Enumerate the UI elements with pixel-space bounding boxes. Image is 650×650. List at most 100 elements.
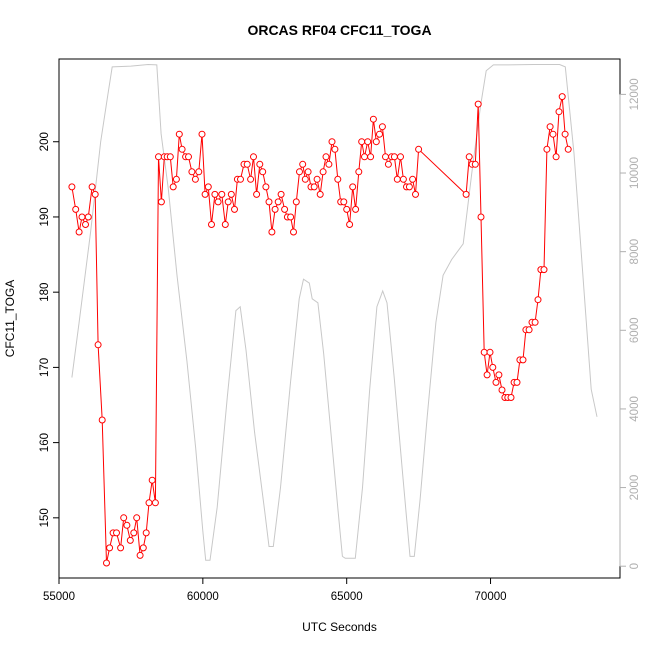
y2-tick-label: 6000 xyxy=(629,317,641,343)
cfc11-point xyxy=(281,205,289,213)
cfc11-point xyxy=(123,521,131,529)
cfc11-point xyxy=(390,153,398,161)
cfc11-point xyxy=(474,100,482,108)
cfc11-point xyxy=(88,183,96,191)
cfc11-point xyxy=(243,160,251,168)
x-axis: 55000 60000 65000 70000 xyxy=(43,577,507,603)
y2-tick-label: 12000 xyxy=(629,78,641,110)
cfc11-point xyxy=(120,514,128,522)
cfc11-point xyxy=(364,138,372,146)
cfc11-point xyxy=(558,93,566,101)
cfc11-line xyxy=(71,96,569,564)
cfc11-point xyxy=(98,416,106,424)
cfc11-point xyxy=(175,130,183,138)
cfc11-point xyxy=(172,175,180,183)
cfc11-point xyxy=(195,168,203,176)
cfc11-point xyxy=(480,348,488,356)
cfc11-point xyxy=(256,160,264,168)
cfc11-point xyxy=(274,198,282,206)
y2-tick-label: 4000 xyxy=(629,396,641,422)
cfc11-series xyxy=(68,93,572,567)
cfc11-point xyxy=(328,138,336,146)
cfc11-point xyxy=(247,175,255,183)
cfc11-point xyxy=(201,190,209,198)
y-tick-label: 190 xyxy=(39,207,51,226)
x-tick-label: 70000 xyxy=(475,591,507,603)
cfc11-point xyxy=(271,205,279,213)
cfc11-point xyxy=(301,175,309,183)
cfc11-point xyxy=(290,228,297,236)
cfc11-point xyxy=(310,183,318,191)
cfc11-point xyxy=(75,228,83,236)
cfc11-point xyxy=(262,183,270,191)
y-tick-label: 180 xyxy=(39,283,51,302)
y-tick-label: 160 xyxy=(39,433,51,452)
cfc11-point xyxy=(259,168,267,176)
cfc11-point xyxy=(224,198,232,206)
cfc11-point xyxy=(412,190,419,198)
cfc11-point xyxy=(214,198,222,206)
cfc11-point xyxy=(208,221,215,228)
cfc11-point xyxy=(513,378,521,386)
y-tick-label: 150 xyxy=(39,508,51,527)
cfc11-point xyxy=(462,190,470,198)
cfc11-point xyxy=(361,153,368,161)
cfc11-point xyxy=(227,190,235,198)
cfc11-point xyxy=(519,356,527,364)
cfc11-point xyxy=(477,213,485,221)
y-tick-label: 170 xyxy=(39,358,51,377)
y2-tick-label: 8000 xyxy=(629,239,641,265)
cfc11-point xyxy=(142,529,150,537)
cfc11-point xyxy=(84,213,92,221)
altitude-line xyxy=(71,63,598,561)
cfc11-point xyxy=(322,153,330,161)
cfc11-point xyxy=(492,378,500,386)
cfc11-point xyxy=(393,175,401,183)
cfc11-point xyxy=(113,529,120,537)
cfc11-point xyxy=(405,183,413,191)
cfc11-point xyxy=(287,213,295,221)
cfc11-point xyxy=(382,153,389,161)
y2-tick-label: 0 xyxy=(629,563,641,569)
cfc11-point xyxy=(465,153,473,161)
cfc11-point xyxy=(68,183,76,191)
cfc11-point xyxy=(185,153,192,161)
y-axis-label: CFC11_TOGA xyxy=(3,280,17,358)
cfc11-point xyxy=(292,198,300,206)
cfc11-point xyxy=(546,123,554,131)
cfc11-point xyxy=(106,544,114,552)
cfc11-point xyxy=(72,205,80,213)
cfc11-point xyxy=(352,205,360,213)
cfc11-point xyxy=(265,198,273,206)
cfc11-point xyxy=(531,318,539,326)
cfc11-point xyxy=(145,499,153,507)
cfc11-point xyxy=(346,221,354,228)
cfc11-point xyxy=(486,348,494,356)
cfc11-point xyxy=(211,190,219,198)
cfc11-point xyxy=(543,145,551,153)
y2-axis: 0 2000 4000 6000 8000 10000 12000 xyxy=(619,78,641,569)
cfc11-point xyxy=(151,499,159,507)
cfc11-point xyxy=(540,266,548,274)
cfc11-point xyxy=(483,371,491,379)
cfc11-point xyxy=(148,476,156,484)
cfc11-point xyxy=(218,190,226,198)
cfc11-point xyxy=(415,145,423,153)
y-axis: 150 160 170 180 190 200 xyxy=(39,132,60,527)
cfc11-point xyxy=(178,145,186,153)
cfc11-point xyxy=(250,153,257,161)
cfc11-point xyxy=(549,130,557,138)
cfc11-point xyxy=(126,536,134,544)
cfc11-point xyxy=(299,160,307,168)
cfc11-point xyxy=(139,544,147,552)
x-tick-label: 55000 xyxy=(43,591,75,603)
cfc11-point xyxy=(378,123,386,131)
cfc11-point xyxy=(399,175,407,183)
cfc11-point xyxy=(237,175,244,183)
cfc11-point xyxy=(355,168,363,176)
cfc11-point xyxy=(313,175,321,183)
cfc11-point xyxy=(82,221,89,228)
cfc11-point xyxy=(358,138,366,146)
cfc11-point xyxy=(561,130,569,138)
cfc11-point xyxy=(191,175,199,183)
